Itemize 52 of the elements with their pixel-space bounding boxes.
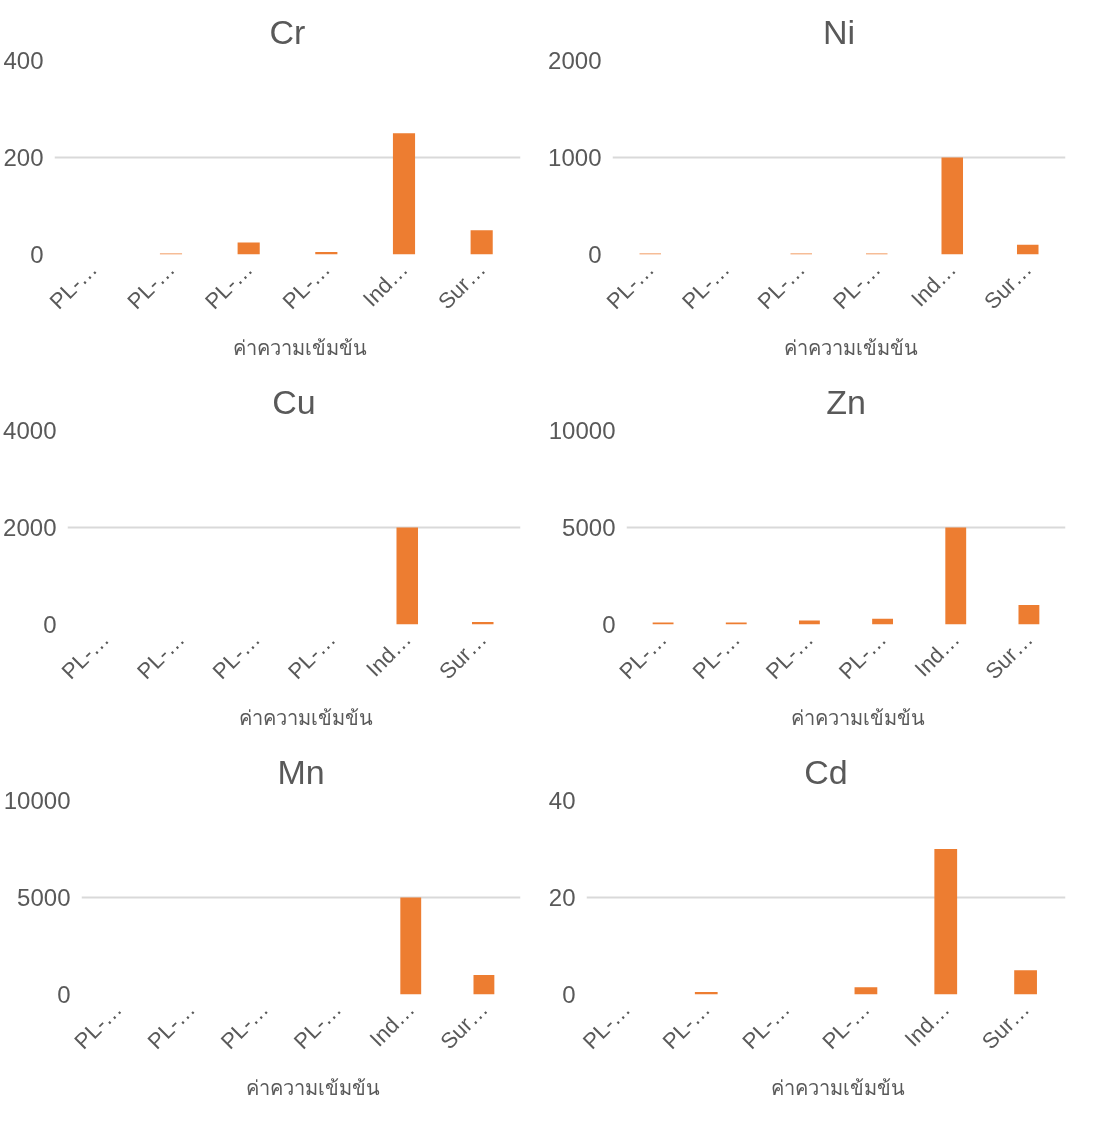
- x-tick-label: Sur…: [976, 996, 1035, 1055]
- bar: [470, 230, 493, 255]
- text: ค่าความเข้มข้น: [784, 335, 918, 361]
- y-tick-label: 4000: [3, 417, 57, 444]
- x-tick-label: Ind…: [909, 626, 965, 682]
- text: ค่าความเข้มข้น: [771, 1075, 905, 1101]
- bar: [941, 157, 964, 255]
- chart-title: Zn: [826, 382, 866, 421]
- bar: [237, 242, 260, 255]
- x-tick-label: Ind…: [906, 256, 962, 312]
- text: ค่าความเข้มข้น: [246, 1075, 380, 1101]
- bar: [1016, 244, 1039, 255]
- text: ค่าความเข้มข้น: [239, 705, 373, 731]
- x-tick-label: Sur…: [433, 256, 491, 315]
- y-tick-label: 5000: [562, 514, 616, 541]
- bar: [934, 849, 958, 995]
- bar: [392, 133, 416, 255]
- y-tick-label: 40: [548, 787, 576, 814]
- x-tick-label: Sur…: [980, 626, 1038, 685]
- y-tick-label: 20: [548, 884, 576, 911]
- x-tick-label: Sur…: [434, 626, 492, 685]
- x-tick-label: Ind…: [361, 626, 417, 682]
- chart-title: Ni: [822, 12, 856, 51]
- y-tick-label: 0: [562, 981, 576, 1008]
- bar: [854, 987, 878, 995]
- bar: [945, 527, 967, 625]
- x-tick-label: Ind…: [364, 996, 420, 1052]
- y-tick-label: 0: [602, 611, 616, 638]
- text: ค่าความเข้มข้น: [791, 705, 925, 731]
- x-tick-label: Ind…: [357, 256, 413, 312]
- chart-title: Cu: [272, 382, 316, 421]
- text: ค่าความเข้มข้น: [232, 335, 367, 361]
- y-tick-label: 400: [3, 47, 44, 74]
- y-tick-label: 200: [3, 144, 44, 171]
- y-tick-label: 0: [588, 241, 602, 268]
- x-tick-label: Ind…: [899, 996, 955, 1052]
- x-tick-label: Sur…: [979, 256, 1037, 315]
- bar: [1018, 605, 1040, 625]
- y-tick-label: 5000: [17, 884, 71, 911]
- y-tick-label: 0: [57, 981, 71, 1008]
- y-tick-label: 2000: [3, 514, 57, 541]
- chart-title: Cd: [804, 752, 848, 791]
- y-tick-label: 10000: [3, 787, 71, 814]
- y-tick-label: 0: [43, 611, 57, 638]
- y-tick-label: 0: [30, 241, 44, 268]
- y-tick-label: 10000: [548, 417, 616, 444]
- bar: [1014, 970, 1037, 995]
- x-tick-label: Sur…: [435, 996, 493, 1055]
- chart-title: Cr: [269, 12, 306, 51]
- y-tick-label: 2000: [548, 47, 602, 74]
- chart-title: Mn: [277, 752, 325, 791]
- y-tick-label: 1000: [548, 144, 602, 171]
